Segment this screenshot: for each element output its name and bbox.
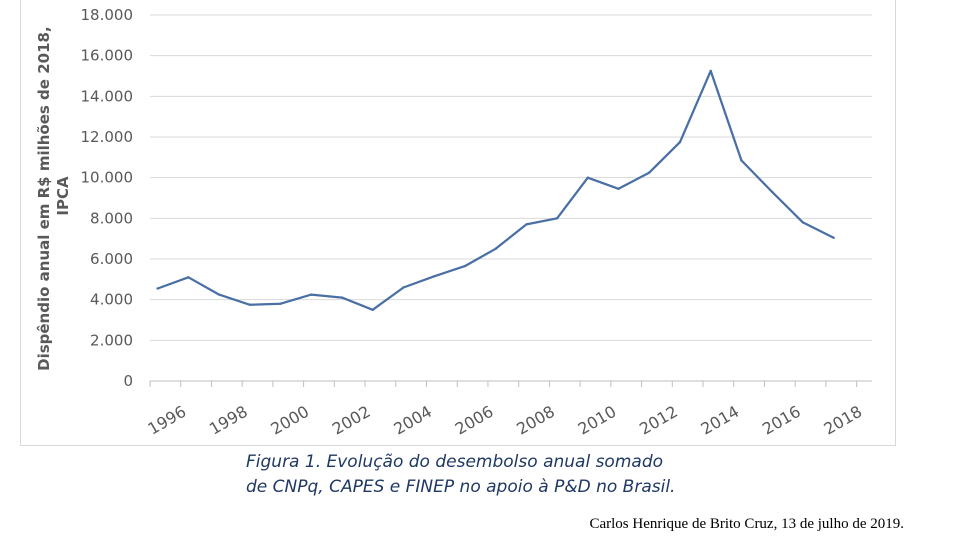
x-tick-label: 2016 [759, 402, 804, 439]
data-point [586, 176, 590, 179]
x-tick-label: 1998 [206, 402, 251, 439]
y-axis-label-line-2: IPCA [54, 176, 72, 216]
data-point [494, 247, 497, 251]
data-point [432, 275, 436, 278]
data-point [555, 217, 559, 220]
data-point [832, 236, 835, 239]
data-point [340, 296, 344, 299]
data-point [770, 190, 774, 194]
x-tick-label: 2012 [636, 402, 681, 439]
data-point [525, 223, 528, 226]
x-tick-label: 2002 [329, 402, 374, 439]
data-point [310, 293, 313, 296]
y-axis-label-line-1: Dispêndio anual em R$ milhões de 2018, [35, 26, 53, 371]
data-point [402, 286, 405, 289]
data-point [187, 276, 190, 279]
series-line [156, 69, 835, 311]
y-axis-ticks: 0 2.000 4.000 6.000 8.000 10.000 12.000 14.000 1… [81, 6, 134, 390]
y-tick-label: 0 [123, 372, 133, 390]
data-point [463, 264, 467, 268]
caption-line-1: Figura 1. Evolução do desembolso anual s… [246, 452, 664, 472]
data-point [279, 302, 282, 305]
x-tick-label: 2004 [390, 402, 435, 439]
data-point [648, 171, 651, 174]
y-tick-label: 10.000 [81, 169, 134, 187]
x-axis-ticks: 1996 1998 2000 2002 2004 2006 2008 2010 2012 2014… [145, 381, 865, 439]
author-credit: Carlos Henrique de Brito Cruz, 13 de jul… [589, 516, 904, 532]
x-tick-label: 2014 [698, 402, 743, 439]
y-tick-label: 16.000 [81, 47, 134, 65]
data-point [678, 140, 682, 144]
x-tick-label: 2008 [513, 402, 558, 439]
chart-frame [20, 0, 896, 446]
series-group [156, 69, 835, 312]
y-tick-label: 4.000 [90, 291, 133, 309]
y-tick-label: 12.000 [81, 128, 134, 146]
y-tick-label: 6.000 [90, 250, 133, 268]
data-point [709, 69, 712, 73]
line-chart: 0 2.000 4.000 6.000 8.000 10.000 12.000 14.000 1… [35, 6, 872, 439]
x-tick-label: 2000 [267, 402, 312, 439]
x-tick-label: 2006 [452, 402, 497, 439]
y-tick-label: 2.000 [90, 331, 133, 349]
data-point [371, 308, 374, 312]
grid-lines [150, 14, 872, 382]
y-tick-label: 8.000 [90, 209, 133, 227]
x-tick-label: 2018 [820, 402, 865, 439]
data-point [217, 293, 221, 296]
y-axis-label: Dispêndio anual em R$ milhões de 2018, I… [35, 21, 72, 371]
data-point [617, 187, 620, 191]
y-tick-label: 14.000 [81, 87, 134, 105]
data-point [156, 287, 159, 290]
x-tick-label: 2010 [575, 402, 620, 439]
figure-caption: Figura 1. Evolução do desembolso anual s… [246, 450, 766, 500]
data-point [801, 221, 805, 224]
x-tick-label: 1996 [145, 402, 190, 439]
data-point [248, 303, 252, 306]
y-tick-label: 18.000 [81, 6, 134, 24]
caption-line-2: de CNPq, CAPES e FINEP no apoio à P&D no… [246, 477, 676, 497]
data-point [740, 159, 743, 162]
